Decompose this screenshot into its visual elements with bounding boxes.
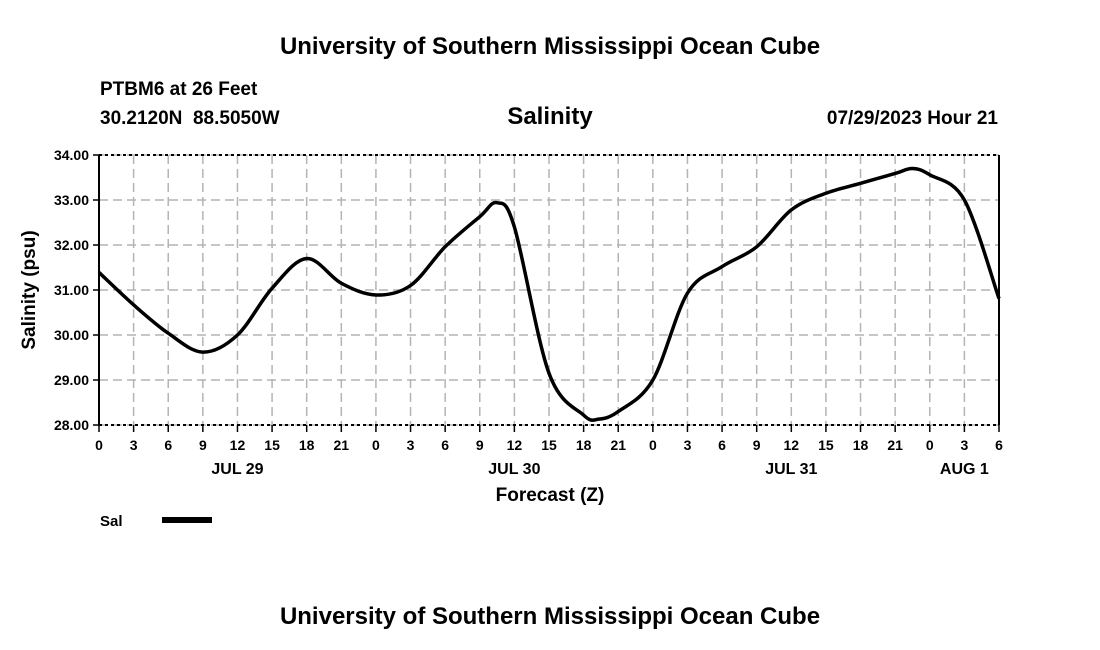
- x-tick-label: 6: [164, 437, 172, 453]
- y-tick-label: 32.00: [54, 237, 89, 253]
- x-tick-label: 6: [718, 437, 726, 453]
- y-tick-label: 34.00: [54, 147, 89, 163]
- x-tick-label: 6: [995, 437, 1003, 453]
- x-tick-label: 3: [960, 437, 968, 453]
- x-tick-label: 9: [199, 437, 207, 453]
- footer-title: University of Southern Mississippi Ocean…: [280, 603, 820, 630]
- x-tick-label: 6: [441, 437, 449, 453]
- date-label: AUG 1: [940, 461, 989, 478]
- station-label: PTBM6 at 26 Feet: [100, 79, 258, 100]
- x-tick-label: 15: [818, 437, 834, 453]
- x-tick-label: 15: [541, 437, 557, 453]
- x-tick-label: 9: [753, 437, 761, 453]
- legend-label-sal: Sal: [100, 513, 123, 530]
- x-tick-label: 18: [576, 437, 592, 453]
- x-tick-label: 0: [372, 437, 380, 453]
- coordinates-label: 30.2120N 88.5050W: [100, 108, 280, 129]
- grid-lines: [98, 154, 1000, 426]
- x-tick-label: 15: [264, 437, 280, 453]
- x-tick-label: 12: [784, 437, 800, 453]
- date-label: JUL 31: [765, 461, 817, 478]
- x-tick-label: 12: [507, 437, 523, 453]
- x-tick-label: 9: [476, 437, 484, 453]
- y-tick-label: 28.00: [54, 417, 89, 433]
- datetime-label: 07/29/2023 Hour 21: [827, 108, 999, 129]
- x-tick-label: 18: [299, 437, 315, 453]
- x-tick-label: 3: [684, 437, 692, 453]
- x-tick-label: 0: [649, 437, 657, 453]
- x-tick-label: 21: [887, 437, 903, 453]
- y-tick-label: 29.00: [54, 372, 89, 388]
- date-label: JUL 30: [488, 461, 540, 478]
- x-tick-label: 12: [230, 437, 246, 453]
- x-tick-label: 21: [334, 437, 350, 453]
- variable-title: Salinity: [507, 103, 593, 130]
- y-tick-label: 30.00: [54, 327, 89, 343]
- x-tick-label: 21: [610, 437, 626, 453]
- y-tick-label: 31.00: [54, 282, 89, 298]
- y-tick-label: 33.00: [54, 192, 89, 208]
- date-label: JUL 29: [211, 461, 263, 478]
- x-tick-label: 3: [130, 437, 138, 453]
- series-line-sal: [97, 166, 1001, 422]
- x-tick-label: 18: [853, 437, 869, 453]
- x-tick-label: 0: [95, 437, 103, 453]
- x-tick-label: 0: [926, 437, 934, 453]
- x-tick-label: 3: [407, 437, 415, 453]
- y-axis-label: Salinity (psu): [19, 230, 40, 349]
- chart-title: University of Southern Mississippi Ocean…: [280, 33, 820, 60]
- x-axis-label: Forecast (Z): [496, 485, 605, 506]
- axes: 28.00 29.00 30.00 31.00 32.00 33.00 34.00 0 3 6 9 1…: [54, 147, 1003, 478]
